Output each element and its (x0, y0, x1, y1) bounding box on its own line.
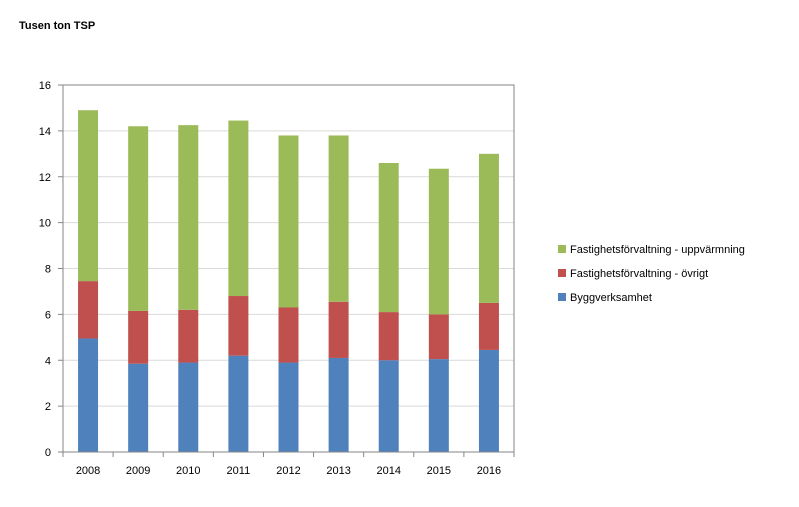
y-tick-label: 12 (39, 172, 51, 184)
bar-2016-series-2 (478, 153, 499, 303)
x-tick-label: 2011 (227, 465, 251, 477)
bar-2012-series-2 (278, 135, 299, 308)
x-tick-label: 2016 (477, 465, 501, 477)
x-tick-label: 2012 (276, 465, 300, 477)
bar-2013-series-1 (328, 301, 349, 358)
legend-swatch (558, 269, 566, 277)
x-tick-label: 2010 (176, 465, 200, 477)
y-tick-label: 16 (39, 80, 51, 92)
bar-2008-series-1 (78, 281, 99, 339)
x-tick-label: 2014 (376, 465, 400, 477)
x-tick-label: 2013 (326, 465, 350, 477)
y-tick-label: 14 (39, 126, 51, 138)
bar-2011-series-1 (228, 296, 249, 356)
legend-label: Fastighetsförvaltning - övrigt (570, 268, 708, 280)
y-tick-label: 8 (45, 264, 51, 276)
bar-2012-series-1 (278, 307, 299, 363)
bar-2010-series-1 (178, 309, 199, 363)
x-tick-label: 2008 (76, 465, 100, 477)
bar-2013-series-2 (328, 135, 349, 302)
y-tick-label: 0 (45, 447, 51, 459)
bar-2008-series-2 (78, 110, 99, 282)
bar-2011-series-0 (228, 355, 249, 452)
y-tick-label: 2 (45, 401, 51, 413)
legend-label: Fastighetsförvaltning - uppvärmning (570, 244, 745, 256)
bar-2010-series-2 (178, 125, 199, 310)
bar-2015-series-0 (428, 359, 449, 452)
x-tick-label: 2015 (427, 465, 451, 477)
legend-swatch (558, 245, 566, 253)
bar-2015-series-1 (428, 314, 449, 360)
bar-2009-series-2 (128, 126, 149, 311)
bar-2014-series-1 (378, 312, 399, 361)
bar-2016-series-1 (478, 302, 499, 350)
bar-2012-series-0 (278, 362, 299, 452)
bar-2014-series-0 (378, 360, 399, 452)
bar-2014-series-2 (378, 162, 399, 313)
bar-2009-series-0 (128, 363, 149, 452)
unit-label: Tusen ton TSP (19, 20, 96, 32)
bar-2016-series-0 (478, 349, 499, 452)
plot-frame (62, 84, 515, 453)
bar-2010-series-0 (178, 362, 199, 452)
y-tick-label: 6 (45, 309, 51, 321)
x-tick-label: 2009 (126, 465, 150, 477)
y-tick-label: 4 (45, 355, 51, 367)
legend-swatch (558, 293, 566, 301)
y-tick-label: 10 (39, 218, 51, 230)
legend-label: Byggverksamhet (570, 292, 652, 304)
bar-2013-series-0 (328, 357, 349, 452)
bar-2008-series-0 (78, 338, 99, 452)
bar-2009-series-1 (128, 310, 149, 364)
bar-2011-series-2 (228, 120, 249, 297)
bar-2015-series-2 (428, 168, 449, 315)
